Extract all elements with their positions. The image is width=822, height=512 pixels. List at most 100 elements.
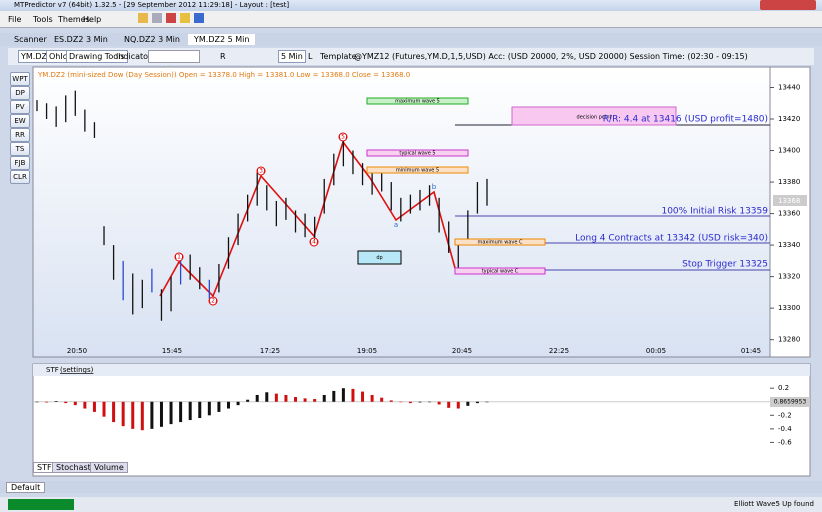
indicator-header [33,364,810,376]
side-button[interactable]: CLR [10,170,30,184]
title-bar: MTPredictor v7 (64bit) 1.32.5 - [29 Sept… [0,0,822,11]
bottom-tabs: Default [0,481,822,493]
histogram-bar [437,401,441,405]
toolbar-icon[interactable] [166,13,176,23]
toolbar-item[interactable]: Indicators: [116,52,159,61]
last-price-box [773,195,807,206]
histogram-bar [313,399,317,402]
toolbar-item[interactable]: 5 Min [278,50,306,63]
histogram-bar [198,401,202,419]
toolbar-item[interactable]: @YMZ12 (Futures,YM.D,1,5,USD) Acc: (USD … [354,52,748,61]
histogram-bar [428,401,432,403]
annotation-box [366,166,469,174]
histogram-bar [112,401,116,423]
wave-label: (1) [175,254,184,261]
indicator-settings[interactable]: (settings) [60,366,94,374]
menu-item[interactable]: Tools [33,15,53,24]
histogram-bar [45,401,49,403]
side-button[interactable]: EW [10,114,30,128]
histogram-bar [351,388,355,402]
histogram-bar [399,401,403,403]
histogram-bar [447,401,451,408]
toolbar-icon[interactable] [194,13,204,23]
toolbar-item[interactable]: Template [320,52,357,61]
menu-item[interactable]: File [8,15,22,24]
menu-bar: File Tools Themes Help [0,11,822,28]
wave-circle [174,252,184,262]
toolbar-item[interactable]: L [308,52,313,61]
tab[interactable]: NQ.DZ2 3 Min [124,35,180,44]
histogram-bar [159,401,163,427]
toolbar-icon[interactable] [152,13,162,23]
wave-label: (3) [257,168,266,175]
toolbar-icon[interactable] [138,13,148,23]
histogram-bar [456,401,460,409]
window-title: MTPredictor v7 (64bit) 1.32.5 - [29 Sept… [14,1,290,9]
sidebar: WPT DP PV EW RR TS FJB CLR [8,68,32,188]
wave-circle [309,237,319,247]
wave-circle [338,132,348,142]
bottom-tab[interactable]: Default [6,482,46,493]
histogram-bar [35,401,39,403]
histogram-bar [418,401,422,403]
indicator-tab[interactable]: Volume [90,462,128,473]
histogram-bar [73,401,77,406]
histogram-bar [274,393,278,402]
side-button[interactable]: TS [10,142,30,156]
side-button[interactable]: WPT [10,72,30,86]
histogram-bar [169,401,173,425]
indicator-value-box [770,397,810,407]
toolbar-item[interactable]: R [220,52,226,61]
side-button[interactable]: FJB [10,156,30,170]
toolbar-item[interactable]: YM.DZ2 [18,50,56,63]
y-tick-label: -0.4 [778,425,792,433]
toolbar-item[interactable]: Drawing Tools [66,50,128,63]
histogram-bar [217,401,221,412]
x-tick-label: 17:25 [260,347,280,355]
wave-label: b [432,183,437,191]
tab[interactable]: ES.DZ2 3 Min [54,35,108,44]
annotation-box [366,149,469,157]
wave-label: (2) [209,298,218,305]
wave-label: a [394,221,398,229]
x-tick-label: 00:05 [646,347,666,355]
price-axis [769,66,811,358]
histogram-bar [188,401,192,421]
x-tick-label: 19:05 [357,347,377,355]
trade-label: R/R: 4.4 at 13416 (USD profit=1480) [603,115,768,125]
annotation-box [454,238,546,246]
x-tick-label: 22:25 [549,347,569,355]
menu-item[interactable]: Themes [58,15,90,24]
window-controls[interactable] [760,0,816,10]
y-tick-label: 13420 [778,115,800,123]
indicator-select[interactable] [148,50,200,63]
toolbar-icon[interactable] [180,13,190,23]
wave-label: (4) [310,239,319,246]
annotation-box [454,267,546,275]
histogram-bar [303,398,307,402]
annotation-label: typical wave C [482,269,519,275]
trade-label: Stop Trigger 13325 [682,260,768,270]
histogram-bar [389,400,393,402]
histogram-bar [485,401,489,403]
chart-header: YM.DZ2 (mini-sized Dow (Day Session)) Op… [37,71,410,79]
tab[interactable]: YM.DZ2 5 Min [188,34,256,45]
side-button[interactable]: DP [10,86,30,100]
y-tick-label: 13380 [778,178,800,186]
histogram-bar [92,401,96,412]
side-button[interactable]: RR [10,128,30,142]
histogram-bar [265,392,269,402]
x-tick-label: 01:45 [741,347,761,355]
side-button[interactable]: PV [10,100,30,114]
menu-item[interactable]: Help [83,15,102,24]
status-text: Elliott Wave5 Up found [733,500,814,508]
indicator-title: STF [46,366,59,374]
wave-path [159,140,456,298]
annotation-label: maximum wave 5 [395,99,440,105]
histogram-bar [64,401,68,404]
histogram-bar [207,401,211,416]
tab[interactable]: Scanner [14,35,47,44]
x-tick-label: 20:50 [67,347,87,355]
indicator-value: 0.8659953 [774,399,807,406]
